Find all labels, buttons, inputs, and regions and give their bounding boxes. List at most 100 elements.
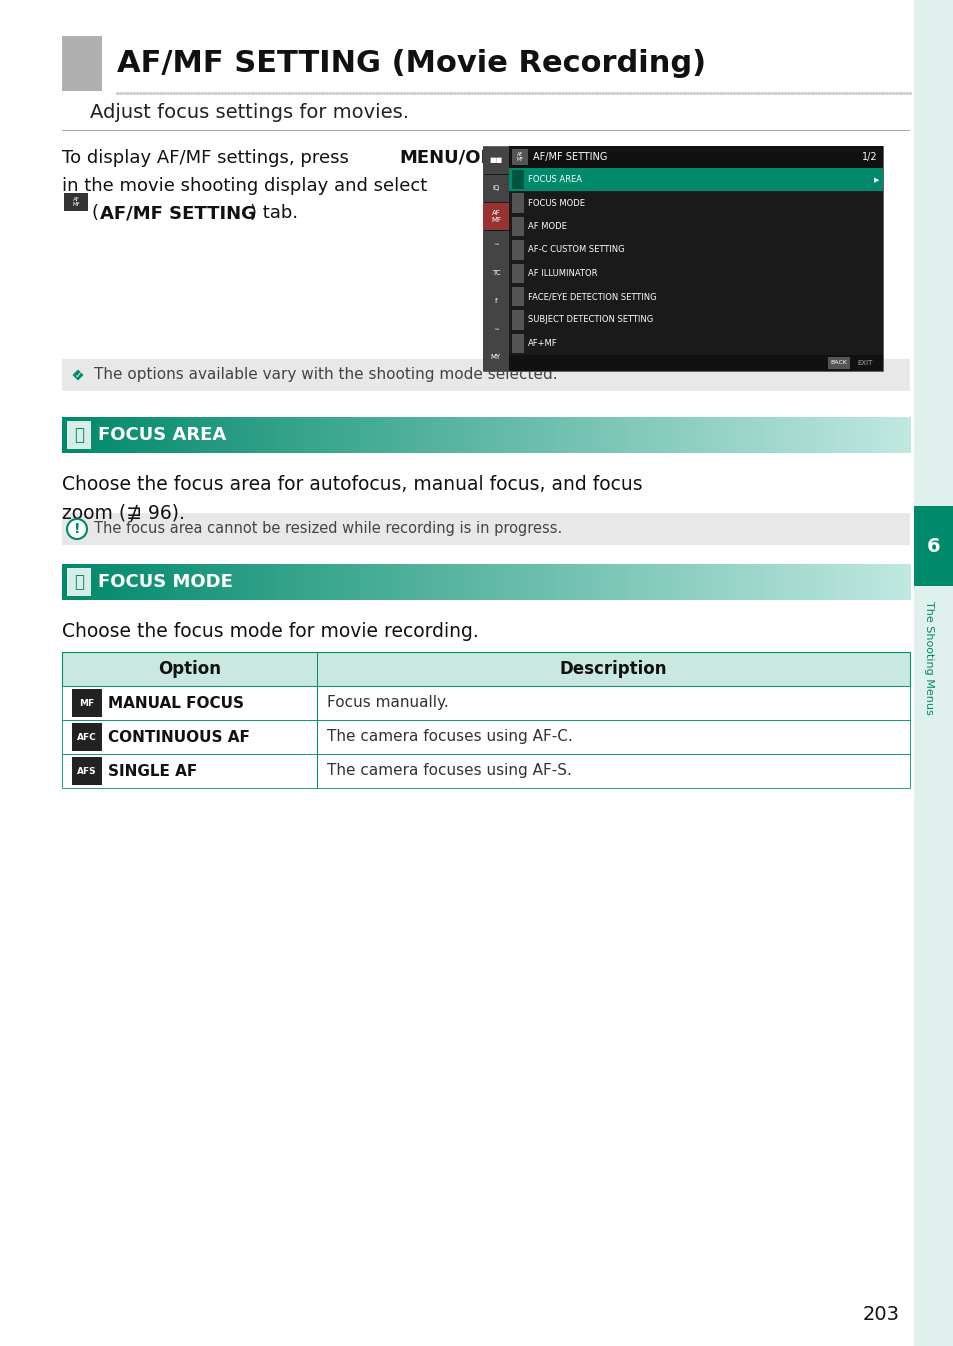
Bar (74, 564, 80, 600)
Bar (409, 564, 415, 600)
Bar (482, 147, 509, 174)
Bar (112, 417, 118, 454)
Bar (608, 417, 614, 454)
Bar (693, 564, 699, 600)
Bar (121, 417, 127, 454)
Text: The focus area cannot be resized while recording is in progress.: The focus area cannot be resized while r… (94, 521, 561, 537)
Bar (232, 564, 236, 600)
Bar (66, 564, 71, 600)
Bar (722, 417, 728, 454)
Bar (498, 417, 503, 454)
Bar (452, 417, 456, 454)
Bar (130, 417, 135, 454)
Bar (706, 564, 711, 600)
Bar (456, 564, 461, 600)
Text: SINGLE AF: SINGLE AF (108, 763, 197, 778)
Bar (786, 564, 791, 600)
Bar (121, 564, 127, 600)
Bar (197, 564, 203, 600)
Bar (512, 194, 523, 213)
Bar (62, 564, 67, 600)
Bar (512, 170, 523, 190)
Bar (634, 564, 639, 600)
Bar (112, 564, 118, 600)
Bar (96, 564, 101, 600)
Bar (62, 36, 102, 92)
Bar (477, 417, 482, 454)
Bar (253, 564, 257, 600)
Bar (519, 564, 524, 600)
Bar (62, 651, 909, 686)
Bar (439, 417, 444, 454)
Text: AFS: AFS (77, 766, 96, 775)
Bar (256, 417, 262, 454)
Bar (435, 564, 440, 600)
Bar (460, 564, 465, 600)
Bar (88, 564, 92, 600)
Bar (494, 417, 499, 454)
Bar (109, 417, 113, 454)
Bar (193, 417, 198, 454)
Bar (211, 417, 215, 454)
Bar (346, 417, 351, 454)
Bar (379, 564, 385, 600)
Bar (278, 564, 283, 600)
Bar (481, 417, 486, 454)
Bar (651, 564, 656, 600)
Text: FOCUS AREA: FOCUS AREA (527, 175, 581, 184)
Bar (566, 417, 571, 454)
Bar (155, 417, 160, 454)
Text: ⌖: ⌖ (74, 425, 84, 444)
Bar (71, 689, 102, 717)
Text: The camera focuses using AF-C.: The camera focuses using AF-C. (327, 730, 572, 744)
Bar (265, 417, 271, 454)
Text: FOCUS AREA: FOCUS AREA (98, 425, 226, 444)
Bar (701, 564, 707, 600)
Text: FOCUS MODE: FOCUS MODE (98, 573, 233, 591)
Bar (757, 564, 761, 600)
Bar (880, 417, 884, 454)
Bar (282, 564, 288, 600)
Bar (147, 417, 152, 454)
Bar (244, 417, 250, 454)
Bar (769, 417, 775, 454)
Bar (168, 564, 173, 600)
Bar (164, 417, 169, 454)
Text: zoom (⋣ 96).: zoom (⋣ 96). (62, 503, 185, 522)
Bar (655, 417, 660, 454)
Bar (91, 417, 97, 454)
Bar (393, 417, 397, 454)
Bar (66, 417, 71, 454)
Bar (235, 564, 241, 600)
Bar (528, 564, 533, 600)
Bar (545, 564, 550, 600)
Bar (227, 564, 233, 600)
Bar (816, 564, 821, 600)
Bar (828, 417, 834, 454)
Bar (638, 564, 643, 600)
Bar (561, 417, 567, 454)
Bar (866, 417, 872, 454)
Bar (663, 564, 669, 600)
Bar (833, 564, 838, 600)
Text: AF/MF SETTING: AF/MF SETTING (533, 152, 607, 162)
Bar (592, 564, 597, 600)
Bar (719, 417, 723, 454)
Bar (596, 417, 600, 454)
Bar (274, 564, 279, 600)
Bar (706, 417, 711, 454)
Bar (509, 355, 882, 371)
Bar (320, 564, 326, 600)
Bar (447, 417, 453, 454)
Bar (130, 564, 135, 600)
Bar (409, 417, 415, 454)
Bar (249, 564, 253, 600)
Bar (482, 232, 509, 258)
Bar (223, 564, 228, 600)
Bar (244, 564, 250, 600)
Bar (888, 417, 893, 454)
Bar (206, 564, 212, 600)
Text: Adjust focus settings for movies.: Adjust focus settings for movies. (90, 104, 409, 122)
Text: 6: 6 (926, 537, 940, 556)
Bar (570, 564, 576, 600)
